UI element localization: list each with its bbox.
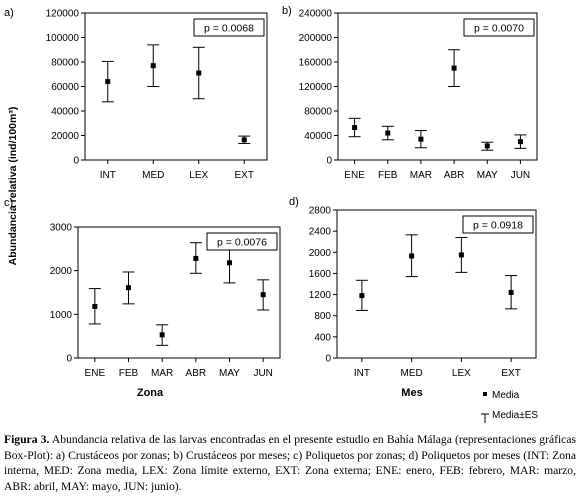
panel-d-ytick-label: 0 [325,354,331,365]
panel-a-ytick-label: 80000 [51,58,79,69]
panel-d-pvalue: p = 0.0918 [473,220,523,232]
panel-b-xtick-label: MAR [410,170,432,181]
panel-a-xtick-label: MED [142,170,164,181]
panel-a-ytick-label: 40000 [51,107,79,118]
panel-c-ytick-label: 1000 [50,310,73,321]
panel-b-xtick-label: FEB [378,170,398,181]
panel-d-frame [336,209,537,359]
figure-caption: Figura 3. Abundancia relativa de las lar… [4,432,576,494]
caption-text: Abundancia relativa de las larvas encont… [4,433,576,493]
panel-c-mean-point [193,255,199,261]
legend-mean-label: Media [492,390,520,401]
panel-a-mean-point [241,137,247,143]
panel-b-xtick-label: MAY [477,170,498,181]
panel-a-xtick-label: EXT [235,170,254,181]
panel-b-label: b) [282,5,292,17]
panel-d-ytick-label: 2800 [309,206,332,217]
panel-c-xtick-label: JUN [253,368,272,379]
x-axis-title-mes: Mes [401,387,422,399]
panel-c-mean-point [159,332,165,338]
panel-c-xtick-label: MAR [151,368,173,379]
panel-c-label: c) [4,197,13,209]
panel-d-mean-point [508,289,514,295]
panel-b-mean-point [517,139,523,145]
panel-b-ytick-label: 80000 [304,107,332,118]
panel-d-pvalue-box [462,215,534,234]
panel-b-mean-point [451,65,457,71]
panel-b-xtick-label: ENE [344,170,365,181]
panel-c-ytick-label: 3000 [50,223,73,234]
panel-c-frame [77,226,281,359]
panel-c-mean-point [227,260,232,266]
y-axis-title: Abundancia relativa (ind/100m³) [7,107,19,266]
panel-a-ytick-label: 120000 [46,9,80,20]
panel-d-xtick-label: LEX [452,368,471,379]
panel-d-mean-point [458,252,464,258]
panel-b-ytick-label: 40000 [304,131,332,142]
panel-a-mean-point [196,70,202,76]
panel-c-xtick-label: ABR [186,368,207,379]
panel-a-label: a) [4,7,14,19]
panel-a-pvalue: p = 0.0068 [204,23,254,35]
x-axis-title-zona: Zona [137,387,164,399]
panel-b-xtick-label: JUN [511,170,530,181]
panel-d-mean-point [409,253,415,259]
panel-d-label: d) [289,196,299,208]
panel-d-xtick-label: EXT [501,368,520,379]
panel-a-pvalue-box [193,18,265,37]
panel-a-ytick-label: 20000 [51,131,79,142]
panel-c-mean-point [92,303,98,309]
panel-d-xtick-label: MED [401,368,423,379]
panel-b-mean-point [385,130,391,136]
panel-a-ytick-label: 0 [73,156,79,167]
legend-errbar-label: Media±ES [492,410,538,421]
panel-a-ytick-label: 100000 [46,33,80,44]
panel-b-pvalue-box [463,18,535,37]
panel-b-mean-point [484,143,490,149]
panel-c-ytick-label: 0 [66,354,72,365]
caption-label: Figura 3. [4,433,50,446]
panel-a-xtick-label: INT [100,170,116,181]
panel-a-mean-point [150,63,156,69]
panel-b-mean-point [352,125,358,131]
panel-d-ytick-label: 400 [314,332,331,343]
legend-mean-marker [483,392,487,396]
panel-c-xtick-label: ENE [85,368,106,379]
panel-c-pvalue: p = 0.0076 [217,237,267,249]
panel-b-pvalue: p = 0.0070 [474,23,524,35]
panel-d-mean-point [359,293,365,299]
panel-b-mean-point [418,136,424,142]
panel-a-mean-point [105,79,111,85]
panel-c-mean-point [260,292,266,298]
panel-b-ytick-label: 200000 [299,33,333,44]
panel-a-xtick-label: LEX [189,170,208,181]
panel-d-ytick-label: 1600 [309,269,332,280]
panel-d-ytick-label: 1200 [309,290,332,301]
panel-d-xtick-label: INT [354,368,370,379]
panel-d-ytick-label: 2000 [309,248,332,259]
panel-b-ytick-label: 240000 [299,9,333,20]
panel-c-xtick-label: FEB [119,368,139,379]
panel-c-mean-point [126,285,131,291]
panel-c-pvalue-box [206,232,278,251]
panel-c-ytick-label: 2000 [50,266,73,277]
panel-b-ytick-label: 120000 [299,82,333,93]
panel-d-ytick-label: 800 [314,311,331,322]
panel-d-ytick-label: 2400 [309,227,332,238]
panel-c-xtick-label: MAY [219,368,240,379]
panel-b-ytick-label: 160000 [299,58,333,69]
panel-b-xtick-label: ABR [444,170,465,181]
panel-a-ytick-label: 60000 [51,82,79,93]
panel-b-ytick-label: 0 [326,156,332,167]
